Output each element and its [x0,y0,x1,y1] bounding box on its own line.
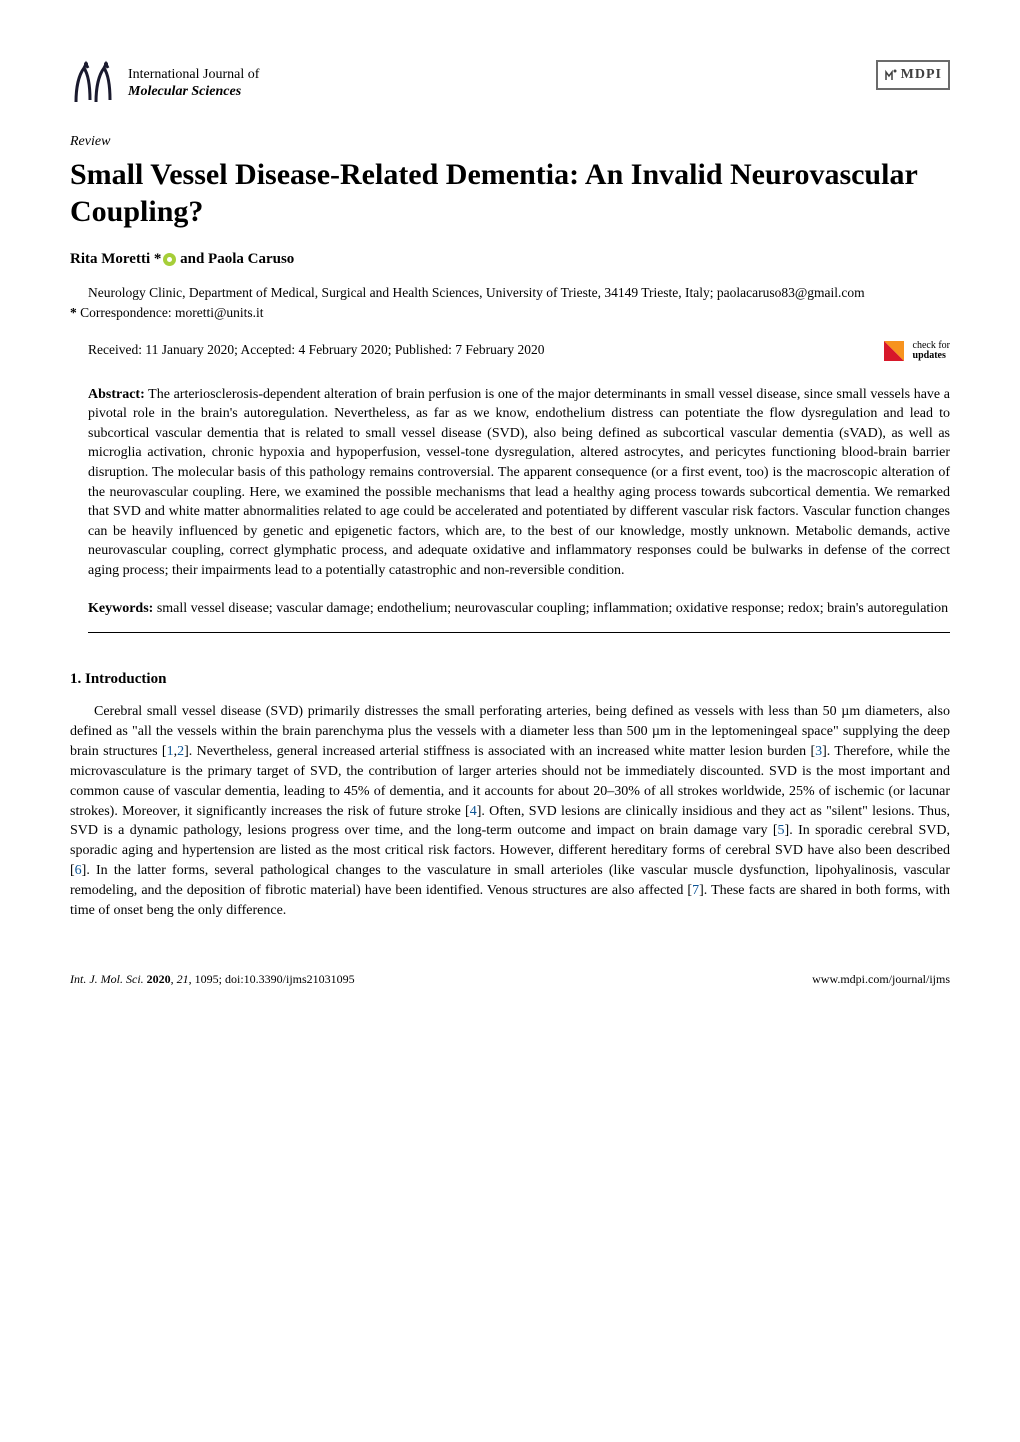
publisher-name: MDPI [901,65,942,85]
author-connector: and [176,251,208,267]
footer-journal: Int. J. Mol. Sci. [70,972,144,986]
affiliation: Neurology Clinic, Department of Medical,… [70,284,950,302]
footer-page: 1095 [195,972,219,986]
publisher-logo: MDPI [876,60,950,90]
correspondence-text: Correspondence: moretti@units.it [80,305,263,320]
page-header: International Journal of Molecular Scien… [70,60,950,108]
article-title: Small Vessel Disease-Related Dementia: A… [70,156,950,231]
body-seg-2: ]. Nevertheless, general increased arter… [184,744,815,759]
authors-line: Rita Moretti * and Paola Caruso [70,249,950,270]
dates-row: Received: 11 January 2020; Accepted: 4 F… [70,337,950,365]
footer-citation: Int. J. Mol. Sci. 2020, 21, 1095; doi:10… [70,971,355,988]
correspondence: * Correspondence: moretti@units.it [70,304,950,323]
footer-url[interactable]: www.mdpi.com/journal/ijms [812,971,950,988]
keywords: Keywords: small vessel disease; vascular… [70,599,950,619]
ref-link-5[interactable]: 5 [778,823,785,838]
orcid-icon[interactable] [163,253,176,266]
section-1-body: Cerebral small vessel disease (SVD) prim… [70,702,950,921]
keywords-label: Keywords: [88,601,153,616]
section-divider [88,632,950,633]
journal-block: International Journal of Molecular Scien… [70,60,259,108]
check-updates-icon [880,337,908,365]
footer-year: 2020 [147,972,171,986]
keywords-text: small vessel disease; vascular damage; e… [153,601,948,616]
author-1: Rita Moretti * [70,251,161,267]
abstract-text: The arteriosclerosis-dependent alteratio… [88,387,950,578]
abstract-label: Abstract: [88,387,145,402]
check-updates-line2: updates [913,351,950,361]
mdpi-icon [884,68,898,82]
footer-volume: 21 [177,972,189,986]
section-1-heading: 1. Introduction [70,669,950,690]
ref-link-1[interactable]: 1 [167,744,174,759]
abstract: Abstract: The arteriosclerosis-dependent… [70,385,950,581]
journal-logo-icon [70,60,118,108]
journal-name-line1: International Journal of [128,67,259,84]
author-2: Paola Caruso [208,251,294,267]
ref-link-6[interactable]: 6 [75,863,82,878]
ref-link-4[interactable]: 4 [470,804,477,819]
journal-name-line2: Molecular Sciences [128,84,259,101]
footer-doi: doi:10.3390/ijms21031095 [225,972,355,986]
correspondence-marker: * [70,305,77,320]
check-updates-text: check for updates [913,341,950,361]
page-footer: Int. J. Mol. Sci. 2020, 21, 1095; doi:10… [70,971,950,988]
check-for-updates[interactable]: check for updates [880,337,950,365]
article-type: Review [70,132,950,152]
journal-name: International Journal of Molecular Scien… [128,67,259,101]
publication-dates: Received: 11 January 2020; Accepted: 4 F… [88,341,545,360]
